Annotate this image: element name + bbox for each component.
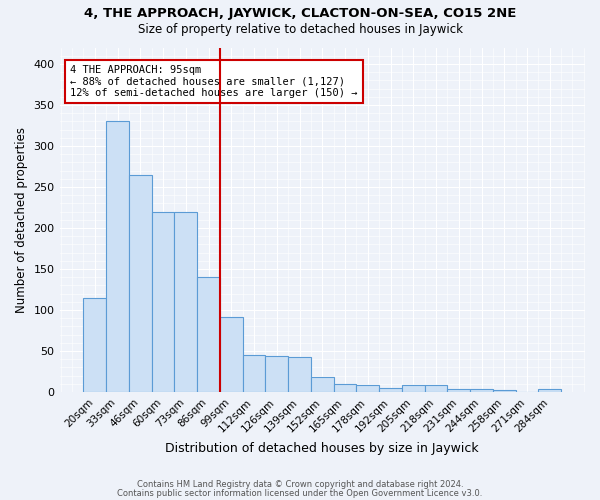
Bar <box>129 174 152 392</box>
Bar <box>106 122 129 392</box>
Bar <box>425 386 448 392</box>
Bar <box>493 390 515 392</box>
Bar <box>265 356 288 392</box>
Text: Contains HM Land Registry data © Crown copyright and database right 2024.: Contains HM Land Registry data © Crown c… <box>137 480 463 489</box>
Bar <box>402 386 425 392</box>
Bar <box>220 318 242 392</box>
Bar <box>334 384 356 392</box>
Text: Size of property relative to detached houses in Jaywick: Size of property relative to detached ho… <box>137 22 463 36</box>
Bar <box>448 390 470 392</box>
Bar <box>379 388 402 392</box>
Bar <box>538 388 561 392</box>
Y-axis label: Number of detached properties: Number of detached properties <box>15 126 28 312</box>
X-axis label: Distribution of detached houses by size in Jaywick: Distribution of detached houses by size … <box>166 442 479 455</box>
Bar <box>83 298 106 392</box>
Text: Contains public sector information licensed under the Open Government Licence v3: Contains public sector information licen… <box>118 488 482 498</box>
Bar <box>197 277 220 392</box>
Bar <box>470 390 493 392</box>
Bar <box>152 212 175 392</box>
Bar <box>242 355 265 392</box>
Bar <box>288 356 311 392</box>
Bar <box>311 377 334 392</box>
Bar <box>175 212 197 392</box>
Text: 4 THE APPROACH: 95sqm
← 88% of detached houses are smaller (1,127)
12% of semi-d: 4 THE APPROACH: 95sqm ← 88% of detached … <box>70 64 358 98</box>
Text: 4, THE APPROACH, JAYWICK, CLACTON-ON-SEA, CO15 2NE: 4, THE APPROACH, JAYWICK, CLACTON-ON-SEA… <box>84 8 516 20</box>
Bar <box>356 386 379 392</box>
